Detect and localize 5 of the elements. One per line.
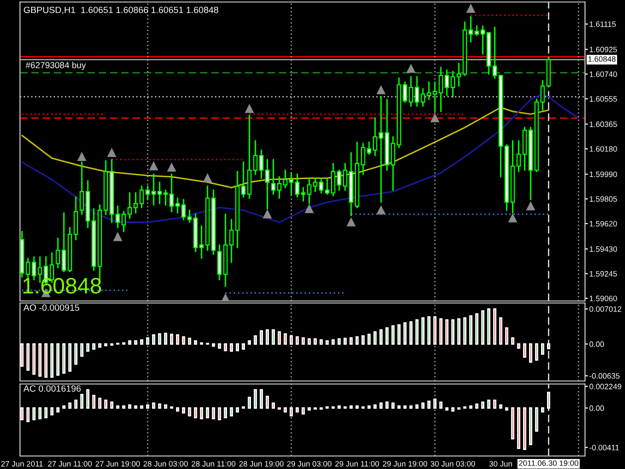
chart-title: AO -0.000915 <box>23 304 80 311</box>
ref-line-label: #62793084 buy <box>26 62 86 70</box>
annotation: 1.60848 <box>23 278 102 294</box>
chart-title: AC 0.0016196 <box>23 385 81 392</box>
chart-title: GBPUSD,H1 1.60651 1.60866 1.60651 1.60848 <box>24 6 218 14</box>
